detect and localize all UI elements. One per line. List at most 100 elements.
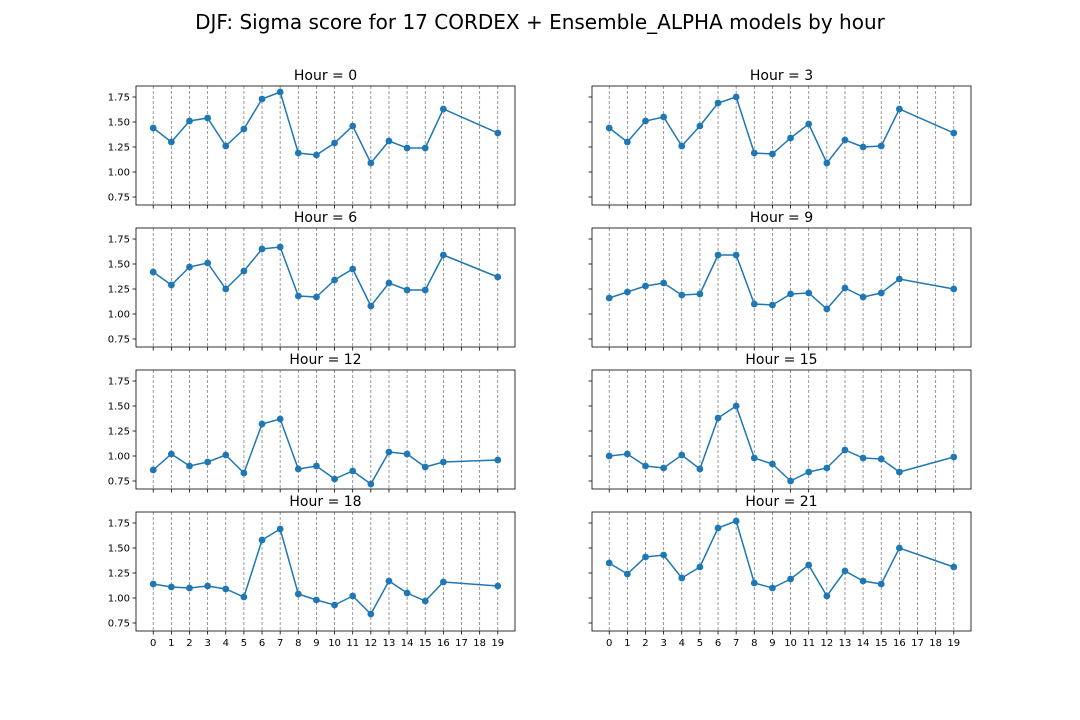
data-point (805, 468, 813, 476)
data-point (823, 305, 831, 313)
data-point (167, 281, 175, 289)
data-point (439, 578, 447, 586)
data-point (732, 93, 740, 101)
data-point (385, 137, 393, 145)
data-point (605, 294, 613, 302)
data-point (678, 451, 686, 459)
data-point (859, 143, 867, 151)
data-point (877, 580, 885, 588)
xtick-label: 17 (455, 638, 468, 649)
data-point (167, 138, 175, 146)
axes-frame (591, 369, 972, 490)
data-point (787, 134, 794, 142)
subplot-6: 0 1 2 3 4 5 6 7 8 9 10 11 12 13 14 15 16 17 18 190.751.001.… (108, 494, 516, 649)
data-point (439, 105, 447, 113)
subplot-5: Hour = 15 (588, 352, 972, 493)
xtick-label: 18 (929, 638, 942, 649)
data-point (258, 420, 266, 428)
data-point (660, 113, 668, 121)
data-point (186, 117, 193, 125)
data-point (222, 451, 230, 459)
data-point (204, 114, 212, 122)
xtick-label: 19 (947, 638, 960, 649)
data-point (950, 453, 958, 461)
xtick-label: 2 (186, 638, 192, 649)
axes-frame (135, 85, 516, 206)
data-point (331, 276, 338, 284)
data-point (385, 577, 393, 585)
xtick-label: 5 (241, 638, 247, 649)
xtick-label: 15 (875, 638, 888, 649)
ytick-label: 0.75 (108, 477, 130, 488)
ytick-label: 0.75 (108, 193, 130, 204)
data-point (240, 593, 248, 601)
ytick-label: 1.75 (108, 377, 130, 388)
data-point (769, 301, 776, 309)
xtick-label: 9 (769, 638, 775, 649)
ytick-label: 1.50 (108, 544, 130, 555)
data-point (841, 567, 849, 575)
xtick-label: 19 (491, 638, 504, 649)
xtick-label: 3 (204, 638, 210, 649)
xtick-label: 8 (751, 638, 757, 649)
data-point (895, 105, 903, 113)
data-point (605, 124, 613, 132)
subplot-4: 0.75 1.00 1.25 1.50 1.75 Hour = 12 (108, 352, 516, 493)
data-point (678, 291, 686, 299)
subplot-title: Hour = 3 (750, 68, 813, 84)
data-point (696, 563, 704, 571)
ytick-label: 1.50 (108, 402, 130, 413)
data-point (313, 293, 320, 301)
data-point (750, 149, 758, 157)
ytick-label: 1.00 (108, 310, 130, 321)
data-point (222, 285, 230, 293)
xtick-label: 4 (679, 638, 685, 649)
data-point (403, 450, 411, 458)
data-point (258, 245, 266, 253)
data-point (204, 458, 212, 466)
xtick-label: 10 (784, 638, 797, 649)
ytick-label: 1.75 (108, 235, 130, 246)
data-point (660, 551, 668, 559)
data-point (714, 99, 722, 107)
xtick-label: 11 (802, 638, 815, 649)
xtick-label: 6 (715, 638, 721, 649)
data-point (294, 149, 302, 157)
xtick-label: 8 (295, 638, 301, 649)
data-point (313, 462, 320, 470)
data-point (859, 454, 867, 462)
data-point (623, 570, 631, 578)
data-point (895, 544, 903, 552)
data-point (696, 465, 704, 473)
axes-frame (135, 369, 516, 490)
ytick-label: 1.75 (108, 93, 130, 104)
xtick-label: 14 (401, 638, 414, 649)
subplot-grid: 0.75 1.00 1.25 1.50 1.75 Hour = 0 Hour = 3 0.75… (108, 68, 972, 649)
data-point (623, 450, 631, 458)
xtick-label: 1 (168, 638, 174, 649)
data-point (240, 267, 248, 275)
data-point (623, 288, 631, 296)
data-point (276, 525, 284, 533)
xtick-label: 9 (313, 638, 319, 649)
data-point (276, 88, 284, 96)
ytick-label: 1.75 (108, 519, 130, 530)
data-point (367, 159, 375, 167)
xtick-label: 12 (820, 638, 833, 649)
data-point (787, 575, 794, 583)
xtick-label: 17 (911, 638, 924, 649)
subplot-title: Hour = 18 (289, 494, 361, 510)
subplot-title: Hour = 21 (745, 494, 817, 510)
data-point (186, 462, 193, 470)
xtick-label: 16 (893, 638, 906, 649)
data-point (385, 279, 393, 287)
data-point (349, 122, 357, 130)
xtick-label: 12 (364, 638, 377, 649)
data-point (222, 142, 230, 150)
ytick-label: 1.00 (108, 168, 130, 179)
data-point (805, 561, 813, 569)
data-point (403, 589, 411, 597)
data-point (367, 610, 375, 618)
xtick-label: 4 (223, 638, 229, 649)
